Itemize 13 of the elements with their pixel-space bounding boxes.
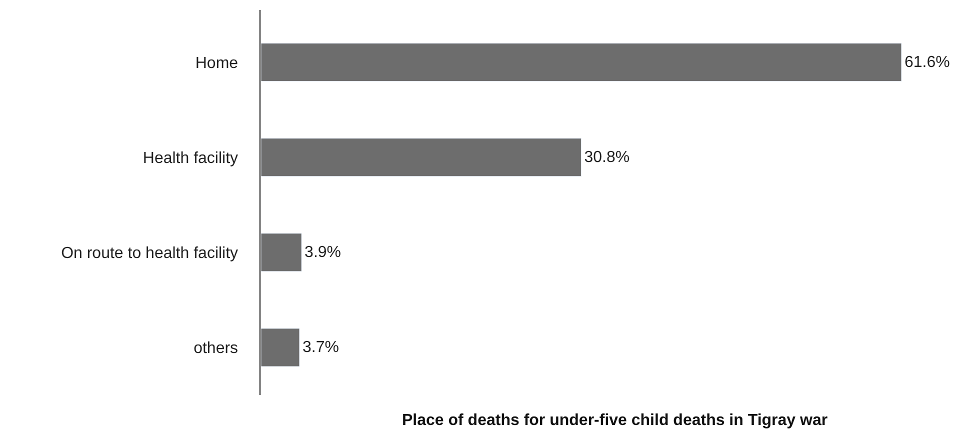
- data-label: 61.6%: [904, 54, 950, 71]
- bar: [261, 233, 302, 272]
- y-tick-label: Health facility: [142, 150, 238, 167]
- data-label: 3.9%: [304, 244, 342, 261]
- y-tick-label: Home: [195, 54, 238, 72]
- data-label: 30.8%: [584, 148, 630, 166]
- bar: [261, 328, 300, 367]
- bar: [261, 138, 582, 177]
- text: Place of deaths for under-five child deaths in Tigray war: [402, 412, 828, 429]
- data-label: 3.7%: [302, 338, 339, 356]
- y-tick-label: others: [194, 340, 238, 358]
- bar: [261, 43, 902, 82]
- y-tick-label: On route to health facility: [61, 245, 238, 262]
